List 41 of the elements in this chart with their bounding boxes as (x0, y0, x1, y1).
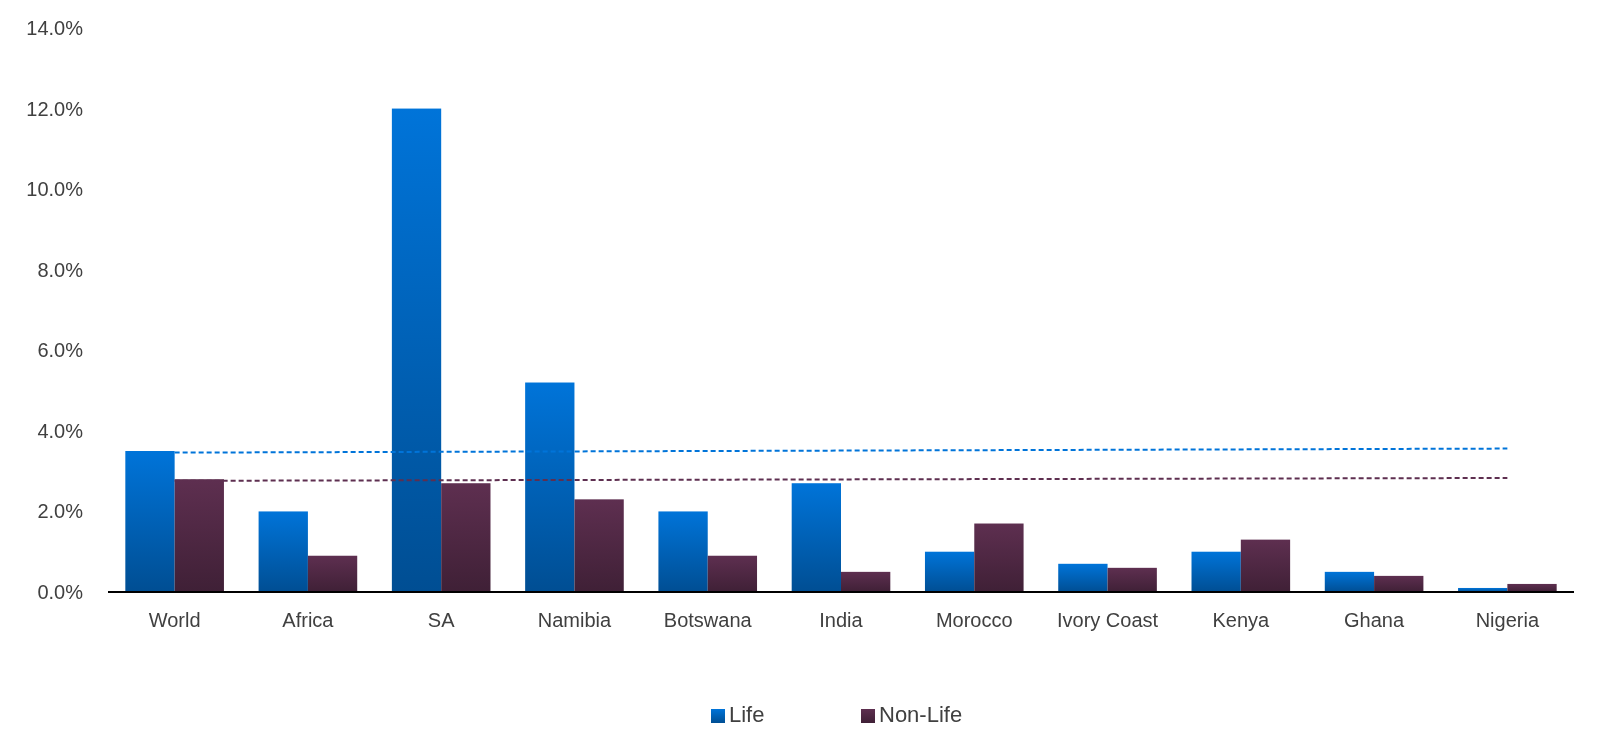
bar (391, 108, 442, 592)
y-tick-label: 14.0% (26, 17, 84, 39)
bar (1191, 551, 1241, 592)
bar (791, 483, 841, 592)
x-tick-label: Botswana (663, 609, 753, 631)
x-tick-label: Nigeria (1475, 609, 1540, 631)
y-tick-label: 10.0% (26, 178, 84, 201)
x-tick-label: Namibia (537, 609, 613, 631)
x-tick-label: Africa (282, 609, 335, 631)
bar (307, 555, 358, 592)
bar (974, 523, 1024, 592)
bar (1107, 567, 1157, 592)
bar (525, 382, 575, 592)
y-tick-label: 0.0% (37, 581, 84, 603)
x-tick-label: SA (427, 609, 456, 631)
y-tick-label: 2.0% (37, 500, 84, 523)
y-tick-label: 12.0% (26, 97, 84, 120)
bar (174, 479, 224, 592)
bar (1374, 575, 1424, 592)
x-tick-label: Ghana (1344, 609, 1405, 631)
bar (1240, 539, 1291, 592)
y-tick-label: 6.0% (37, 339, 84, 362)
bar (258, 511, 308, 592)
x-tick-label: Morocco (935, 609, 1013, 631)
legend-label: Life (729, 702, 765, 727)
bar (1058, 563, 1108, 592)
x-tick-label: India (819, 609, 864, 631)
bar (658, 511, 708, 592)
y-tick-label: 8.0% (37, 258, 84, 281)
x-tick-label: World (148, 609, 201, 631)
bar (1324, 571, 1375, 592)
y-tick-label: 4.0% (37, 419, 84, 442)
bar (841, 571, 891, 592)
bar (441, 483, 491, 592)
x-tick-label: Ivory Coast (1056, 609, 1159, 631)
legend-label: Non-Life (879, 702, 963, 727)
bar (707, 555, 758, 592)
x-tick-label: Kenya (1212, 609, 1271, 631)
bar (574, 499, 624, 592)
bar (924, 551, 975, 592)
bar (125, 451, 175, 592)
